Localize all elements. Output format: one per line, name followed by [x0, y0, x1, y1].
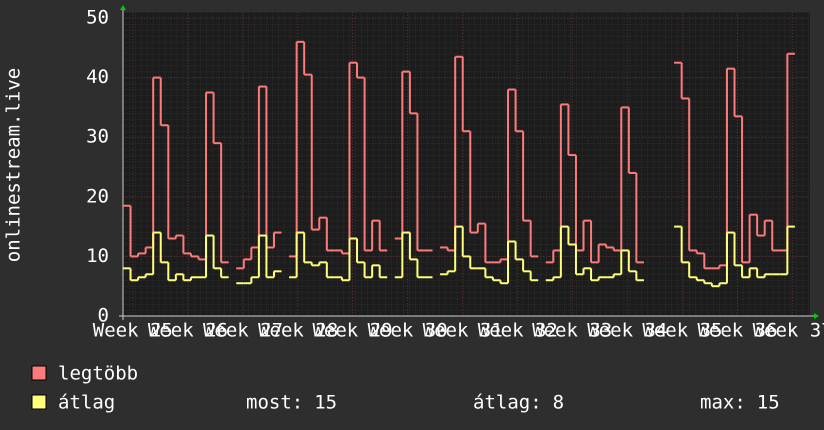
x-tick-label: Week 35 [642, 320, 722, 342]
stat-label: max: [700, 392, 746, 414]
stat-label: most: [246, 392, 303, 414]
legend: legtöbb átlag most: 15 átlag: 8 max: 15 [31, 363, 780, 414]
legend-label: átlag [58, 392, 115, 414]
x-tick-label: Week 26 [148, 320, 228, 342]
x-tick-label: Week 27 [203, 320, 283, 342]
legend-swatch [31, 365, 47, 381]
y-tick-label: 20 [86, 185, 109, 207]
x-tick-label: Week 37 [753, 320, 824, 342]
step-riser [129, 226, 789, 287]
x-tick-label: Week 33 [532, 320, 612, 342]
y-tick-label: 10 [86, 245, 109, 267]
stat-value: 8 [553, 392, 564, 414]
x-tick-label: Week 25 [93, 320, 173, 342]
y-tick-label: 50 [86, 7, 109, 29]
x-tick-label: Week 28 [258, 320, 338, 342]
x-tick-label: Week 36 [697, 320, 777, 342]
stat-value: 15 [314, 392, 337, 414]
axis-arrow [120, 5, 126, 10]
minor-grid [123, 12, 810, 316]
y-axis-label: onlinestream.live [3, 68, 25, 262]
x-tick-label: Week 30 [368, 320, 448, 342]
stat-value: 15 [757, 392, 780, 414]
y-tick-label: 30 [86, 126, 109, 148]
x-tick-label: Week 31 [423, 320, 503, 342]
y-tick-label: 0 [98, 305, 109, 327]
legend-swatch [31, 394, 47, 410]
x-tick-label: Week 29 [312, 320, 392, 342]
stat-label: átlag: [473, 392, 542, 414]
series [123, 225, 795, 288]
axis-arrow [814, 313, 819, 319]
series [123, 40, 795, 270]
x-tick-label: Week 32 [478, 320, 558, 342]
y-tick-label: 40 [86, 66, 109, 88]
legend-label: legtöbb [58, 363, 138, 385]
x-tick-label: Week 34 [587, 320, 667, 342]
